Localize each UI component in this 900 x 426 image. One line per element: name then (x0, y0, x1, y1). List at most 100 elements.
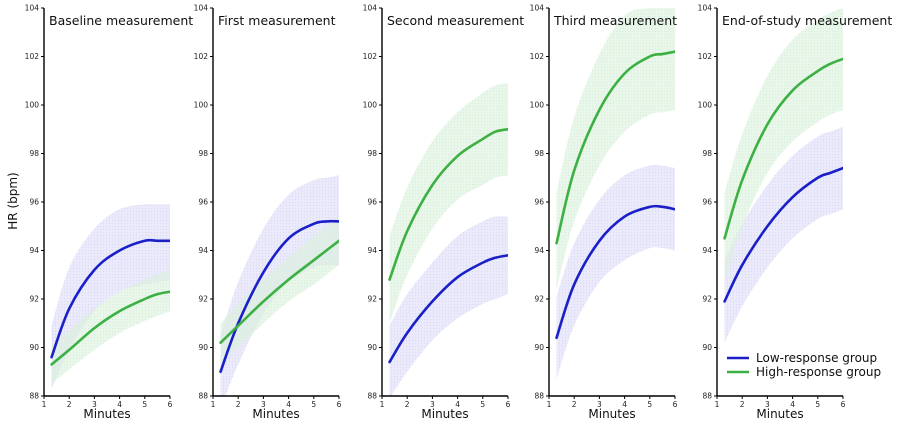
x-tick-label: 5 (142, 400, 147, 409)
y-tick-label: 94 (702, 246, 712, 255)
line-low-panel-4 (555, 204, 675, 340)
y-tick-label: 92 (367, 295, 377, 304)
band-high-panel-2 (220, 216, 339, 363)
y-tick-label: 92 (702, 295, 712, 304)
y-tick-label: 102 (25, 52, 40, 61)
x-tick-label: 5 (311, 400, 316, 409)
band-high-panel-3 (389, 83, 508, 324)
x-axis-title: Minutes (83, 407, 130, 421)
band-high-panel-5 (724, 8, 843, 285)
band-high-panel-4 (556, 8, 675, 290)
x-tick-label: 2 (236, 400, 241, 409)
y-tick-label: 102 (363, 52, 378, 61)
x-tick-label: 3 (765, 400, 770, 409)
y-tick-label: 100 (194, 101, 209, 110)
y-tick-label: 102 (698, 52, 713, 61)
y-tick-label: 92 (198, 295, 208, 304)
x-tick-label: 4 (286, 400, 291, 409)
y-tick-label: 96 (198, 198, 208, 207)
line-high-panel-3 (388, 127, 508, 281)
panel-title: Third measurement (553, 13, 677, 28)
x-axis-title: Minutes (756, 407, 803, 421)
x-tick-label: 5 (647, 400, 652, 409)
y-tick-label: 94 (534, 246, 544, 255)
y-tick-label: 104 (25, 4, 40, 13)
y-tick-label: 98 (367, 149, 377, 158)
y-tick-label: 100 (530, 101, 545, 110)
x-tick-label: 4 (117, 400, 122, 409)
y-tick-label: 88 (367, 392, 377, 401)
line-high-panel-4 (555, 50, 675, 245)
y-tick-label: 98 (702, 149, 712, 158)
x-tick-label: 1 (547, 400, 552, 409)
y-tick-label: 96 (534, 198, 544, 207)
panel-title: Baseline measurement (49, 13, 193, 28)
panels: 88 90 92 94 96 98 100 102 104 1 2 3 4 5 6 Minutes Baseli… (25, 4, 893, 421)
x-tick-label: 6 (673, 400, 678, 409)
x-tick-label: 4 (455, 400, 460, 409)
y-axis-title: HR (bpm) (6, 172, 20, 229)
y-tick-label: 96 (367, 198, 377, 207)
line-low-panel-2 (219, 219, 339, 374)
band-low-panel-4 (556, 164, 675, 380)
y-tick-label: 92 (29, 295, 39, 304)
panel-3: 88 90 92 94 96 98 100 102 104 1 2 3 4 5 6 Minutes Second… (363, 4, 525, 421)
y-tick-label: 98 (29, 149, 39, 158)
y-tick-label: 90 (534, 343, 544, 352)
panel-2: 88 90 92 94 96 98 100 102 104 1 2 3 4 5 6 Minutes First … (194, 4, 342, 421)
line-low-panel-5 (723, 166, 843, 303)
y-tick-label: 100 (25, 101, 40, 110)
y-tick-label: 94 (198, 246, 208, 255)
x-tick-label: 2 (740, 400, 745, 409)
line-low-panel-3 (388, 254, 508, 364)
x-tick-label: 5 (480, 400, 485, 409)
x-tick-label: 6 (506, 400, 511, 409)
x-tick-label: 4 (622, 400, 627, 409)
x-tick-label: 1 (380, 400, 385, 409)
panel-1: 88 90 92 94 96 98 100 102 104 1 2 3 4 5 6 Minutes Baseli… (25, 4, 194, 421)
line-high-panel-5 (723, 57, 843, 240)
y-tick-label: 104 (698, 4, 713, 13)
y-tick-label: 90 (198, 343, 208, 352)
panel-4: 88 90 92 94 96 98 100 102 104 1 2 3 4 5 6 Minutes Third … (530, 4, 678, 421)
panel-title: End-of-study measurement (722, 13, 892, 28)
y-tick-label: 102 (530, 52, 545, 61)
x-tick-label: 1 (715, 400, 720, 409)
y-tick-label: 98 (534, 149, 544, 158)
x-axis-title: Minutes (252, 407, 299, 421)
y-tick-label: 104 (530, 4, 545, 13)
x-axis-title: Minutes (421, 407, 468, 421)
band-low-panel-1 (51, 204, 170, 389)
x-tick-label: 3 (261, 400, 266, 409)
y-tick-label: 102 (194, 52, 209, 61)
panel-title: First measurement (218, 13, 336, 28)
x-tick-label: 5 (815, 400, 820, 409)
x-tick-label: 1 (42, 400, 47, 409)
y-tick-label: 88 (29, 392, 39, 401)
x-tick-label: 3 (597, 400, 602, 409)
y-tick-label: 88 (534, 392, 544, 401)
line-high-panel-1 (50, 290, 170, 366)
line-high-panel-2 (219, 239, 339, 344)
y-tick-label: 88 (702, 392, 712, 401)
x-tick-label: 6 (168, 400, 173, 409)
band-low-panel-3 (389, 216, 508, 396)
x-axis-title: Minutes (588, 407, 635, 421)
band-high-panel-1 (51, 269, 170, 384)
x-tick-label: 4 (790, 400, 795, 409)
legend-label-low: Low-response group (756, 351, 877, 365)
panel-5: 88 90 92 94 96 98 100 102 104 1 2 3 4 5 6 Minutes End-of… (698, 4, 893, 421)
y-tick-label: 90 (367, 343, 377, 352)
x-tick-label: 2 (405, 400, 410, 409)
panel-title: Second measurement (387, 13, 524, 28)
y-tick-label: 98 (198, 149, 208, 158)
y-tick-label: 94 (29, 246, 39, 255)
x-tick-label: 6 (337, 400, 342, 409)
x-tick-label: 2 (67, 400, 72, 409)
x-tick-label: 2 (572, 400, 577, 409)
x-tick-label: 3 (430, 400, 435, 409)
line-low-panel-1 (50, 238, 170, 359)
y-tick-label: 90 (29, 343, 39, 352)
